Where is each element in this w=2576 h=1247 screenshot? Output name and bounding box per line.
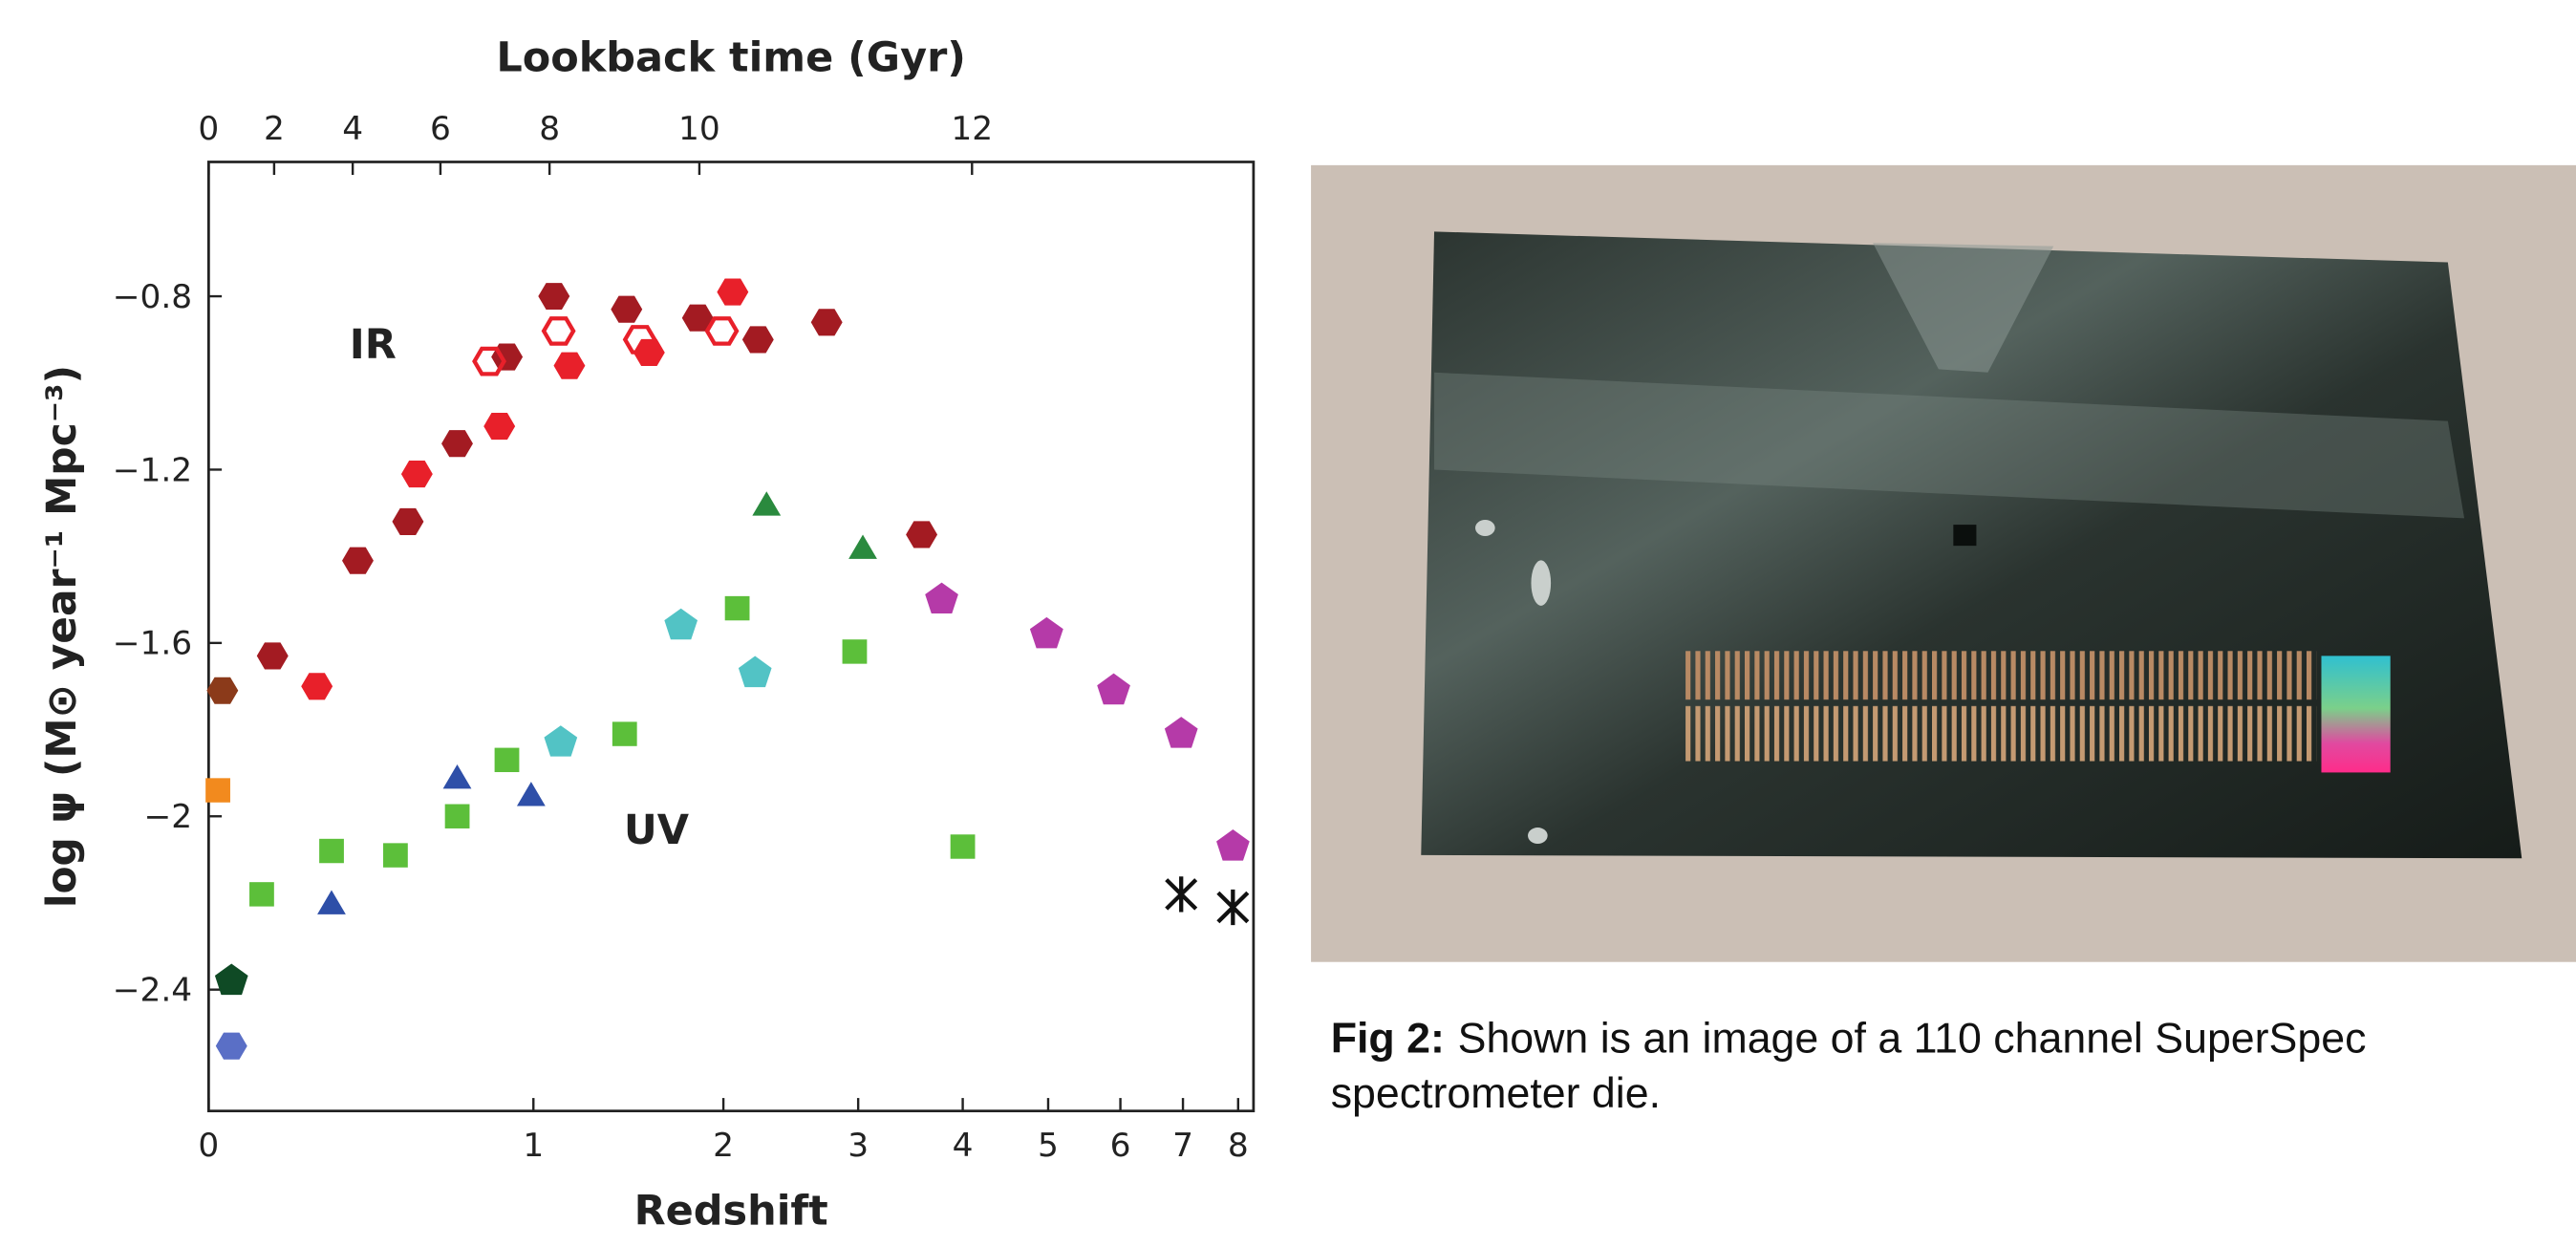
point — [950, 834, 976, 859]
hole — [1531, 560, 1552, 606]
point — [215, 1032, 247, 1060]
annotation: IR — [350, 321, 397, 369]
y-tick-label: −2.4 — [113, 972, 192, 1010]
y-tick-label: −1.2 — [113, 452, 192, 490]
point — [704, 316, 740, 346]
point — [342, 547, 374, 574]
caption: Fig 2: Shown is an image of a 110 channel… — [1331, 1016, 2367, 1063]
point — [383, 843, 408, 868]
reflection — [1873, 243, 2054, 373]
x-tick-label: 4 — [953, 1127, 974, 1165]
point — [301, 673, 333, 700]
point — [664, 608, 698, 640]
point — [622, 325, 657, 355]
point — [317, 890, 346, 914]
x2-tick-label: 4 — [342, 110, 363, 148]
x2-tick-label: 10 — [678, 110, 720, 148]
caption-text: Shown is an image of a 110 channel Super… — [1458, 1016, 2367, 1063]
point — [441, 430, 473, 458]
point — [1029, 616, 1063, 649]
point — [256, 642, 289, 670]
channels — [1684, 651, 2317, 768]
x2-tick-label: 8 — [539, 110, 560, 148]
point — [553, 352, 586, 379]
x-tick-label: 7 — [1172, 1127, 1193, 1165]
point — [444, 804, 470, 828]
reflection — [1434, 372, 2465, 519]
photo — [1311, 164, 2576, 962]
x-tick-label: 0 — [198, 1127, 219, 1165]
caption-label: Fig 2: — [1331, 1016, 1445, 1063]
point — [612, 721, 637, 746]
x-tick-label: 8 — [1228, 1127, 1249, 1165]
x2-tick-label: 12 — [951, 110, 993, 148]
plot-frame — [206, 161, 1256, 1112]
point — [483, 413, 516, 441]
point — [538, 283, 570, 311]
point — [392, 507, 424, 535]
point — [611, 295, 643, 323]
y-tick-label: −1.6 — [113, 625, 192, 663]
filterbank — [2321, 656, 2391, 773]
x2-tick-label: 0 — [198, 110, 219, 148]
point — [516, 782, 546, 806]
point — [541, 316, 576, 346]
point — [494, 747, 520, 773]
point — [738, 656, 772, 688]
x-tick-label: 2 — [713, 1127, 734, 1165]
point — [544, 725, 578, 757]
y-tick-label: −0.8 — [113, 278, 192, 316]
annotation: UV — [624, 806, 689, 854]
point — [724, 595, 750, 621]
point — [717, 278, 749, 306]
y-tick-label: −2 — [143, 798, 192, 836]
point — [1164, 717, 1198, 748]
x-tick-label: 3 — [848, 1127, 869, 1165]
point — [906, 521, 938, 548]
y-axis-label: log ψ (M⊙ year⁻¹ Mpc⁻³) — [38, 365, 86, 908]
point — [752, 491, 782, 516]
hole — [1528, 828, 1548, 844]
x2-axis-label: Lookback time (Gyr) — [496, 34, 966, 82]
point — [400, 461, 433, 488]
point — [1216, 829, 1250, 861]
x-tick-label: 6 — [1110, 1127, 1131, 1165]
point — [848, 534, 877, 559]
point — [925, 582, 958, 613]
x-tick-label: 5 — [1038, 1127, 1059, 1165]
point — [442, 763, 472, 789]
hole — [1475, 520, 1495, 536]
point — [741, 326, 774, 354]
x-tick-label: 1 — [523, 1127, 544, 1165]
point — [472, 346, 506, 376]
point — [249, 882, 274, 907]
point — [1097, 673, 1130, 705]
x2-tick-label: 2 — [264, 110, 285, 148]
x-axis-label: Redshift — [634, 1188, 828, 1236]
marker — [1953, 525, 1977, 547]
point — [1165, 876, 1198, 913]
point — [205, 778, 230, 803]
point — [810, 309, 843, 336]
point — [842, 639, 868, 664]
point — [206, 677, 239, 704]
caption-text: spectrometer die. — [1331, 1071, 1661, 1118]
point — [319, 838, 344, 864]
x2-tick-label: 6 — [430, 110, 451, 148]
point — [1216, 889, 1250, 926]
point — [214, 963, 248, 996]
